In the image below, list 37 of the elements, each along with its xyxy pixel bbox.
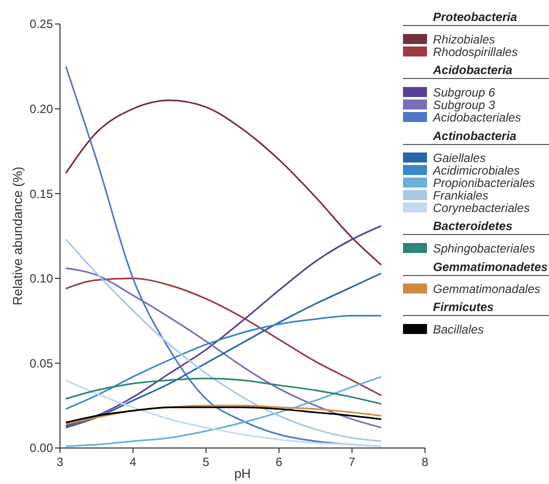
x-axis-title: pH (234, 466, 251, 481)
x-tick-label: 6 (276, 455, 283, 469)
legend-label: Propionibacteriales (433, 176, 536, 190)
x-tick-label: 4 (130, 455, 137, 469)
legend-label: Bacillales (433, 322, 484, 336)
y-tick-label: 0.20 (30, 102, 54, 116)
line-series (65, 278, 382, 396)
text: Acidobacteria (433, 63, 512, 77)
text: Gemmatimonadetes (433, 260, 548, 274)
y-tick-label: 0.15 (30, 186, 54, 201)
legend-label: Rhizobiales (433, 32, 496, 46)
text: Bacteroidetes (433, 219, 512, 233)
legend-label: Gemmatimonadales (433, 282, 540, 296)
x-tick-label: 8 (422, 455, 429, 469)
legend-label: Gaiellales (433, 151, 486, 165)
x-tick-label: 7 (348, 455, 356, 469)
legend-label: Subgroup 3 (433, 98, 496, 112)
line-series (65, 314, 382, 410)
legend-label: Frankiales (433, 188, 488, 202)
line-series (65, 378, 382, 405)
y-tick-label: 0.00 (30, 441, 54, 456)
text: Firmicutes (433, 300, 494, 314)
x-tick-label: 5 (202, 455, 210, 469)
y-tick-label: 0.05 (30, 356, 54, 370)
legend-label: Rhodospirillales (433, 45, 518, 59)
legend-label: Corynebacteriales (433, 201, 530, 215)
line-series (65, 100, 382, 266)
y-axis-title: Relative abundance (%) (10, 166, 25, 306)
legend-label: Acidimicrobiales (432, 164, 520, 178)
x-tick-label: 3 (56, 455, 64, 469)
legend-label: Sphingobacteriales (433, 242, 536, 256)
legend-label: Acidobacteriales (432, 110, 522, 124)
text: Actinobacteria (433, 128, 516, 142)
legend-label: Subgroup 6 (433, 86, 496, 100)
y-tick-label: 0.10 (30, 272, 54, 286)
y-tick-label: 0.25 (30, 17, 54, 32)
text: Proteobacteria (433, 10, 518, 24)
